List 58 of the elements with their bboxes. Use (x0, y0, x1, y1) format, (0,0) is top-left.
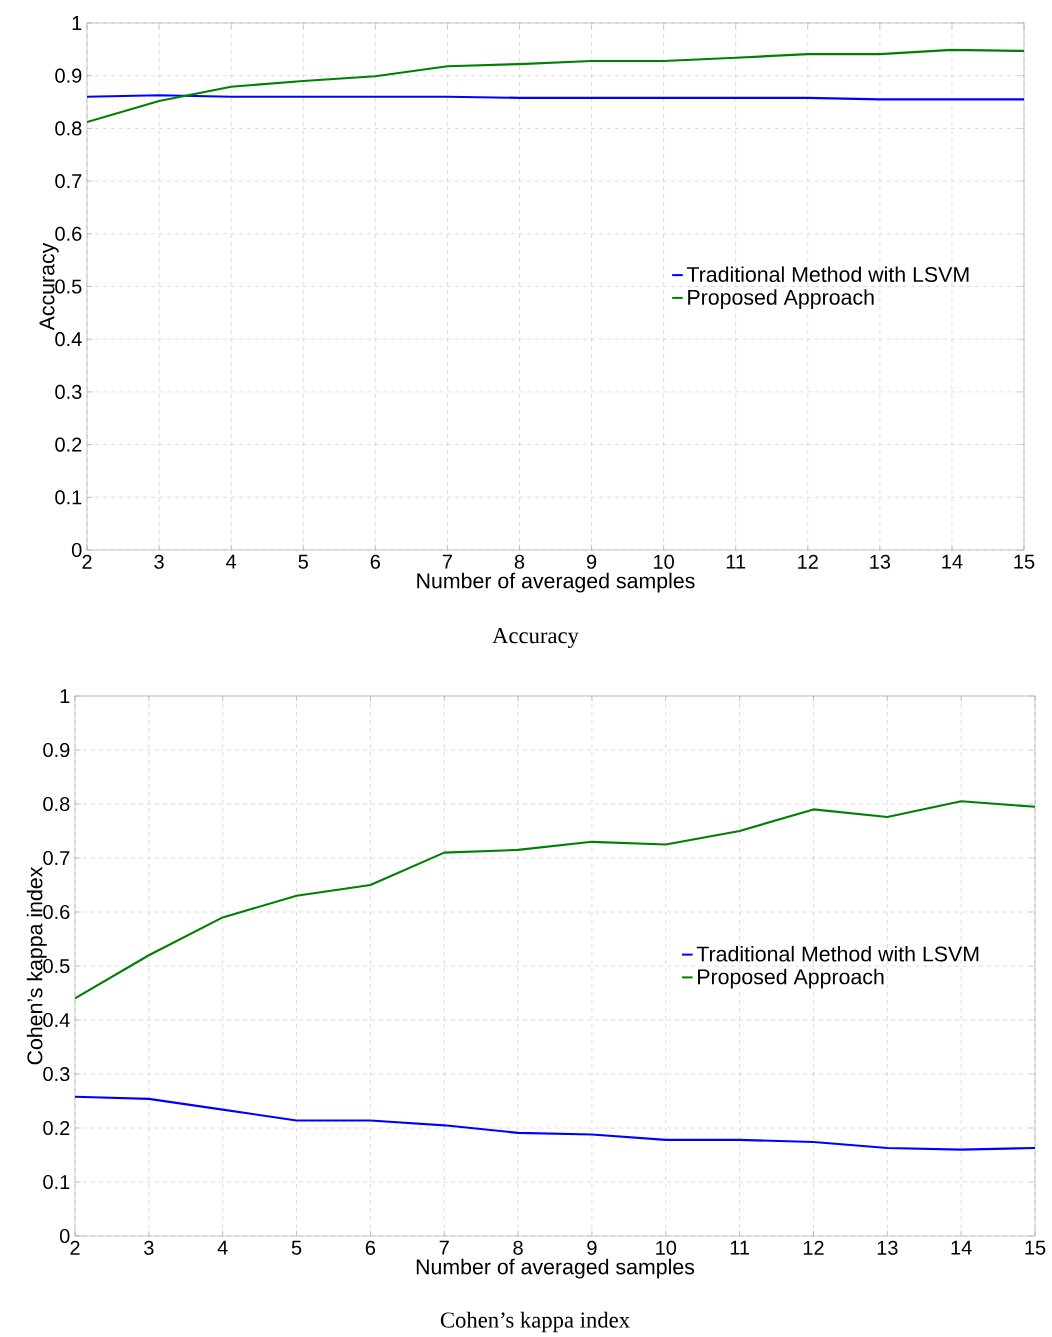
line-series (75, 1095, 1036, 1151)
x-tick-label: 10 (656, 1240, 677, 1255)
y-tick-label: 0.8 (43, 796, 70, 812)
y-tick-label: 0.9 (43, 742, 70, 758)
y-tick-label: 0 (59, 1228, 70, 1244)
x-tick-label: 4 (226, 554, 237, 569)
x-tick-label: 7 (442, 554, 452, 569)
x-axis-title: Number of averaged samples (416, 1258, 695, 1279)
legend-label: Traditional Method with LSVM (686, 266, 969, 283)
x-tick-label: 3 (154, 554, 164, 569)
line-series (87, 48, 1025, 124)
x-tick-label: 6 (370, 554, 380, 569)
x-axis-title: Number of averaged samples (417, 572, 695, 593)
y-tick-label: 0.9 (55, 68, 82, 83)
x-tick-label: 11 (726, 554, 746, 569)
line-series (75, 800, 1036, 1000)
legend-label: Traditional Method with LSVM (696, 945, 979, 962)
y-tick-label: 0.8 (55, 121, 82, 136)
x-tick-label: 9 (587, 1240, 597, 1255)
y-tick-label: 0.2 (43, 1120, 70, 1136)
text: Accuracy (492, 628, 579, 648)
x-tick-label: 13 (877, 1240, 898, 1255)
legend-label: Proposed Approach (698, 968, 884, 989)
x-tick-label: 14 (951, 1240, 972, 1255)
y-tick-label: 0.1 (55, 490, 82, 505)
x-tick-label: 4 (217, 1240, 228, 1255)
y-tick-label: 0.3 (55, 384, 82, 399)
y-tick-label: 0.6 (43, 904, 70, 920)
x-tick-label: 11 (730, 1240, 750, 1255)
x-tick-label: 15 (1014, 554, 1035, 569)
x-tick-label: 12 (803, 1240, 824, 1255)
y-tick-label: 0.1 (43, 1174, 70, 1190)
x-tick-label: 10 (654, 554, 674, 569)
y-tick-label: 0.7 (55, 174, 82, 189)
x-tick-label: 13 (870, 554, 891, 569)
x-tick-label: 2 (70, 1240, 80, 1255)
text: Cohen’s kappa index (440, 1311, 630, 1333)
y-tick-label: 0.4 (55, 332, 82, 347)
y-tick-label: 0.3 (43, 1066, 70, 1082)
legend-label: Proposed Approach (688, 289, 874, 310)
x-tick-label: 7 (439, 1240, 449, 1255)
y-tick-label: 0.2 (55, 437, 82, 452)
x-tick-label: 3 (144, 1240, 154, 1255)
y-tick-label: 0.7 (43, 850, 70, 866)
x-tick-label: 12 (798, 554, 818, 569)
x-tick-label: 8 (514, 554, 525, 569)
y-tick-label: 0.6 (55, 226, 82, 241)
y-tick-label: 1 (72, 16, 82, 30)
x-tick-label: 15 (1025, 1240, 1046, 1255)
y-tick-label: 1 (60, 689, 70, 703)
x-tick-label: 2 (82, 554, 92, 569)
x-tick-label: 9 (586, 554, 597, 569)
x-tick-label: 14 (942, 554, 963, 569)
x-tick-label: 5 (298, 554, 308, 569)
x-tick-label: 5 (291, 1240, 302, 1255)
y-tick-label: 0 (71, 542, 82, 558)
x-tick-label: 6 (365, 1240, 376, 1255)
x-tick-label: 8 (513, 1240, 523, 1255)
